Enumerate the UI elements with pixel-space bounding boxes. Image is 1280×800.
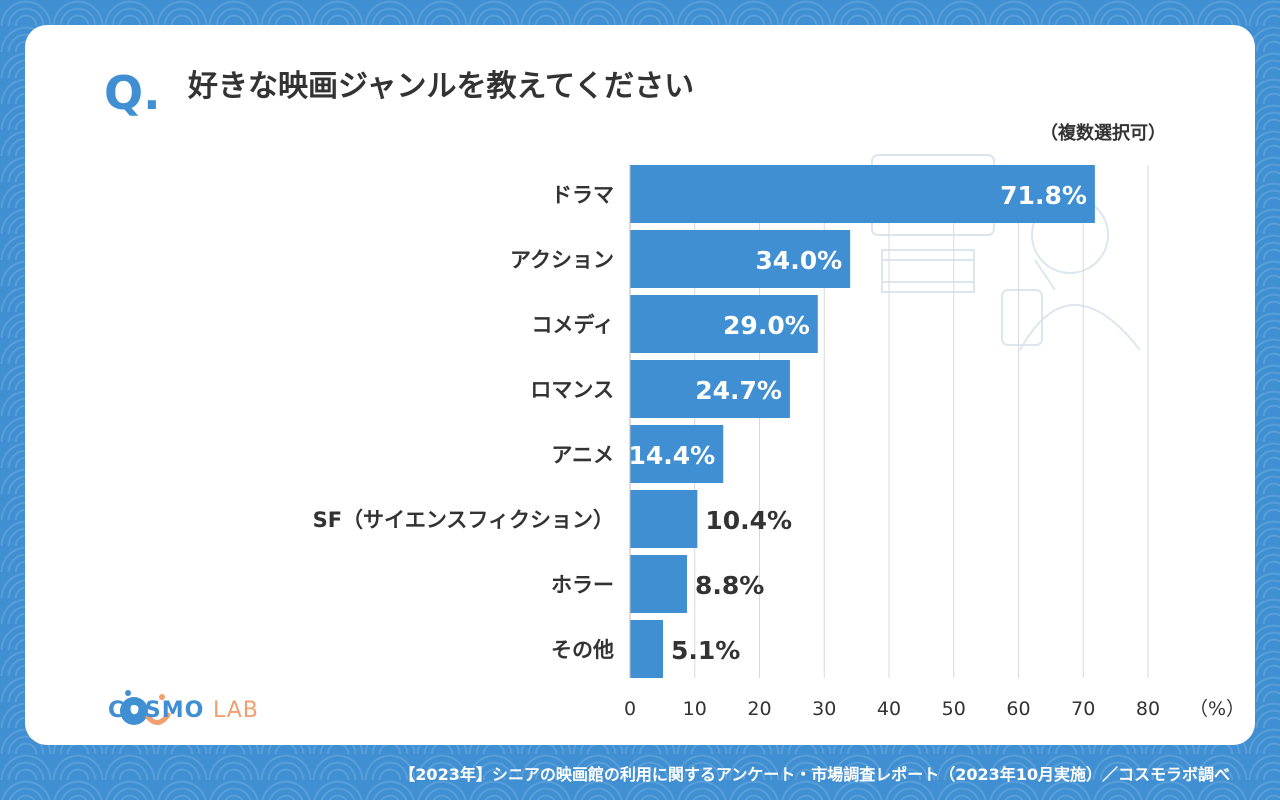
x-tick-label: 10 [683,698,707,720]
bar [630,165,1095,223]
category-label: ドラマ [551,183,614,207]
data-label: 8.8% [695,571,764,600]
multiple-choice-note: （複数選択可） [1040,123,1166,144]
bar [630,295,818,353]
data-label: 34.0% [755,246,842,275]
x-tick-label: 50 [942,698,966,720]
x-tick-label: 30 [812,698,836,720]
x-tick-label: 40 [877,698,901,720]
category-label: その他 [551,638,614,662]
question-mark: Q. [104,66,161,120]
bar [630,555,687,613]
source-footer: 【2023年】シニアの映画館の利用に関するアンケート・市場調査レポート（2023… [399,765,1230,784]
category-label: コメディ [531,313,614,337]
chart-title: 好きな映画ジャンルを教えてください [188,69,695,104]
cosmo-lab-logo-icon [120,690,171,725]
x-tick-label: 80 [1136,698,1160,720]
logo-text: COSMO LAB [108,698,259,723]
x-tick-label: 70 [1071,698,1095,720]
data-label: 71.8% [1000,181,1087,210]
category-label: SF（サイエンスフィクション） [313,508,614,532]
data-label: 24.7% [695,376,782,405]
data-label: 10.4% [705,506,792,535]
category-label: アニメ [551,443,614,467]
x-tick-label: 20 [747,698,771,720]
logo-main: COSMO [108,698,205,723]
data-label: 29.0% [723,311,810,340]
bar [630,425,724,483]
x-tick-label: 0 [624,698,636,720]
x-tick-label: 60 [1006,698,1030,720]
data-label: 5.1% [671,636,740,665]
x-unit-label: （%） [1189,698,1245,720]
category-label: アクション [510,248,614,272]
data-label: 14.4% [629,441,716,470]
category-label: ホラー [551,573,614,597]
logo-sub: LAB [212,698,259,723]
category-label: ロマンス [530,378,614,402]
bar [630,360,790,418]
bar [630,230,851,288]
bar [630,620,664,678]
bar [630,490,698,548]
